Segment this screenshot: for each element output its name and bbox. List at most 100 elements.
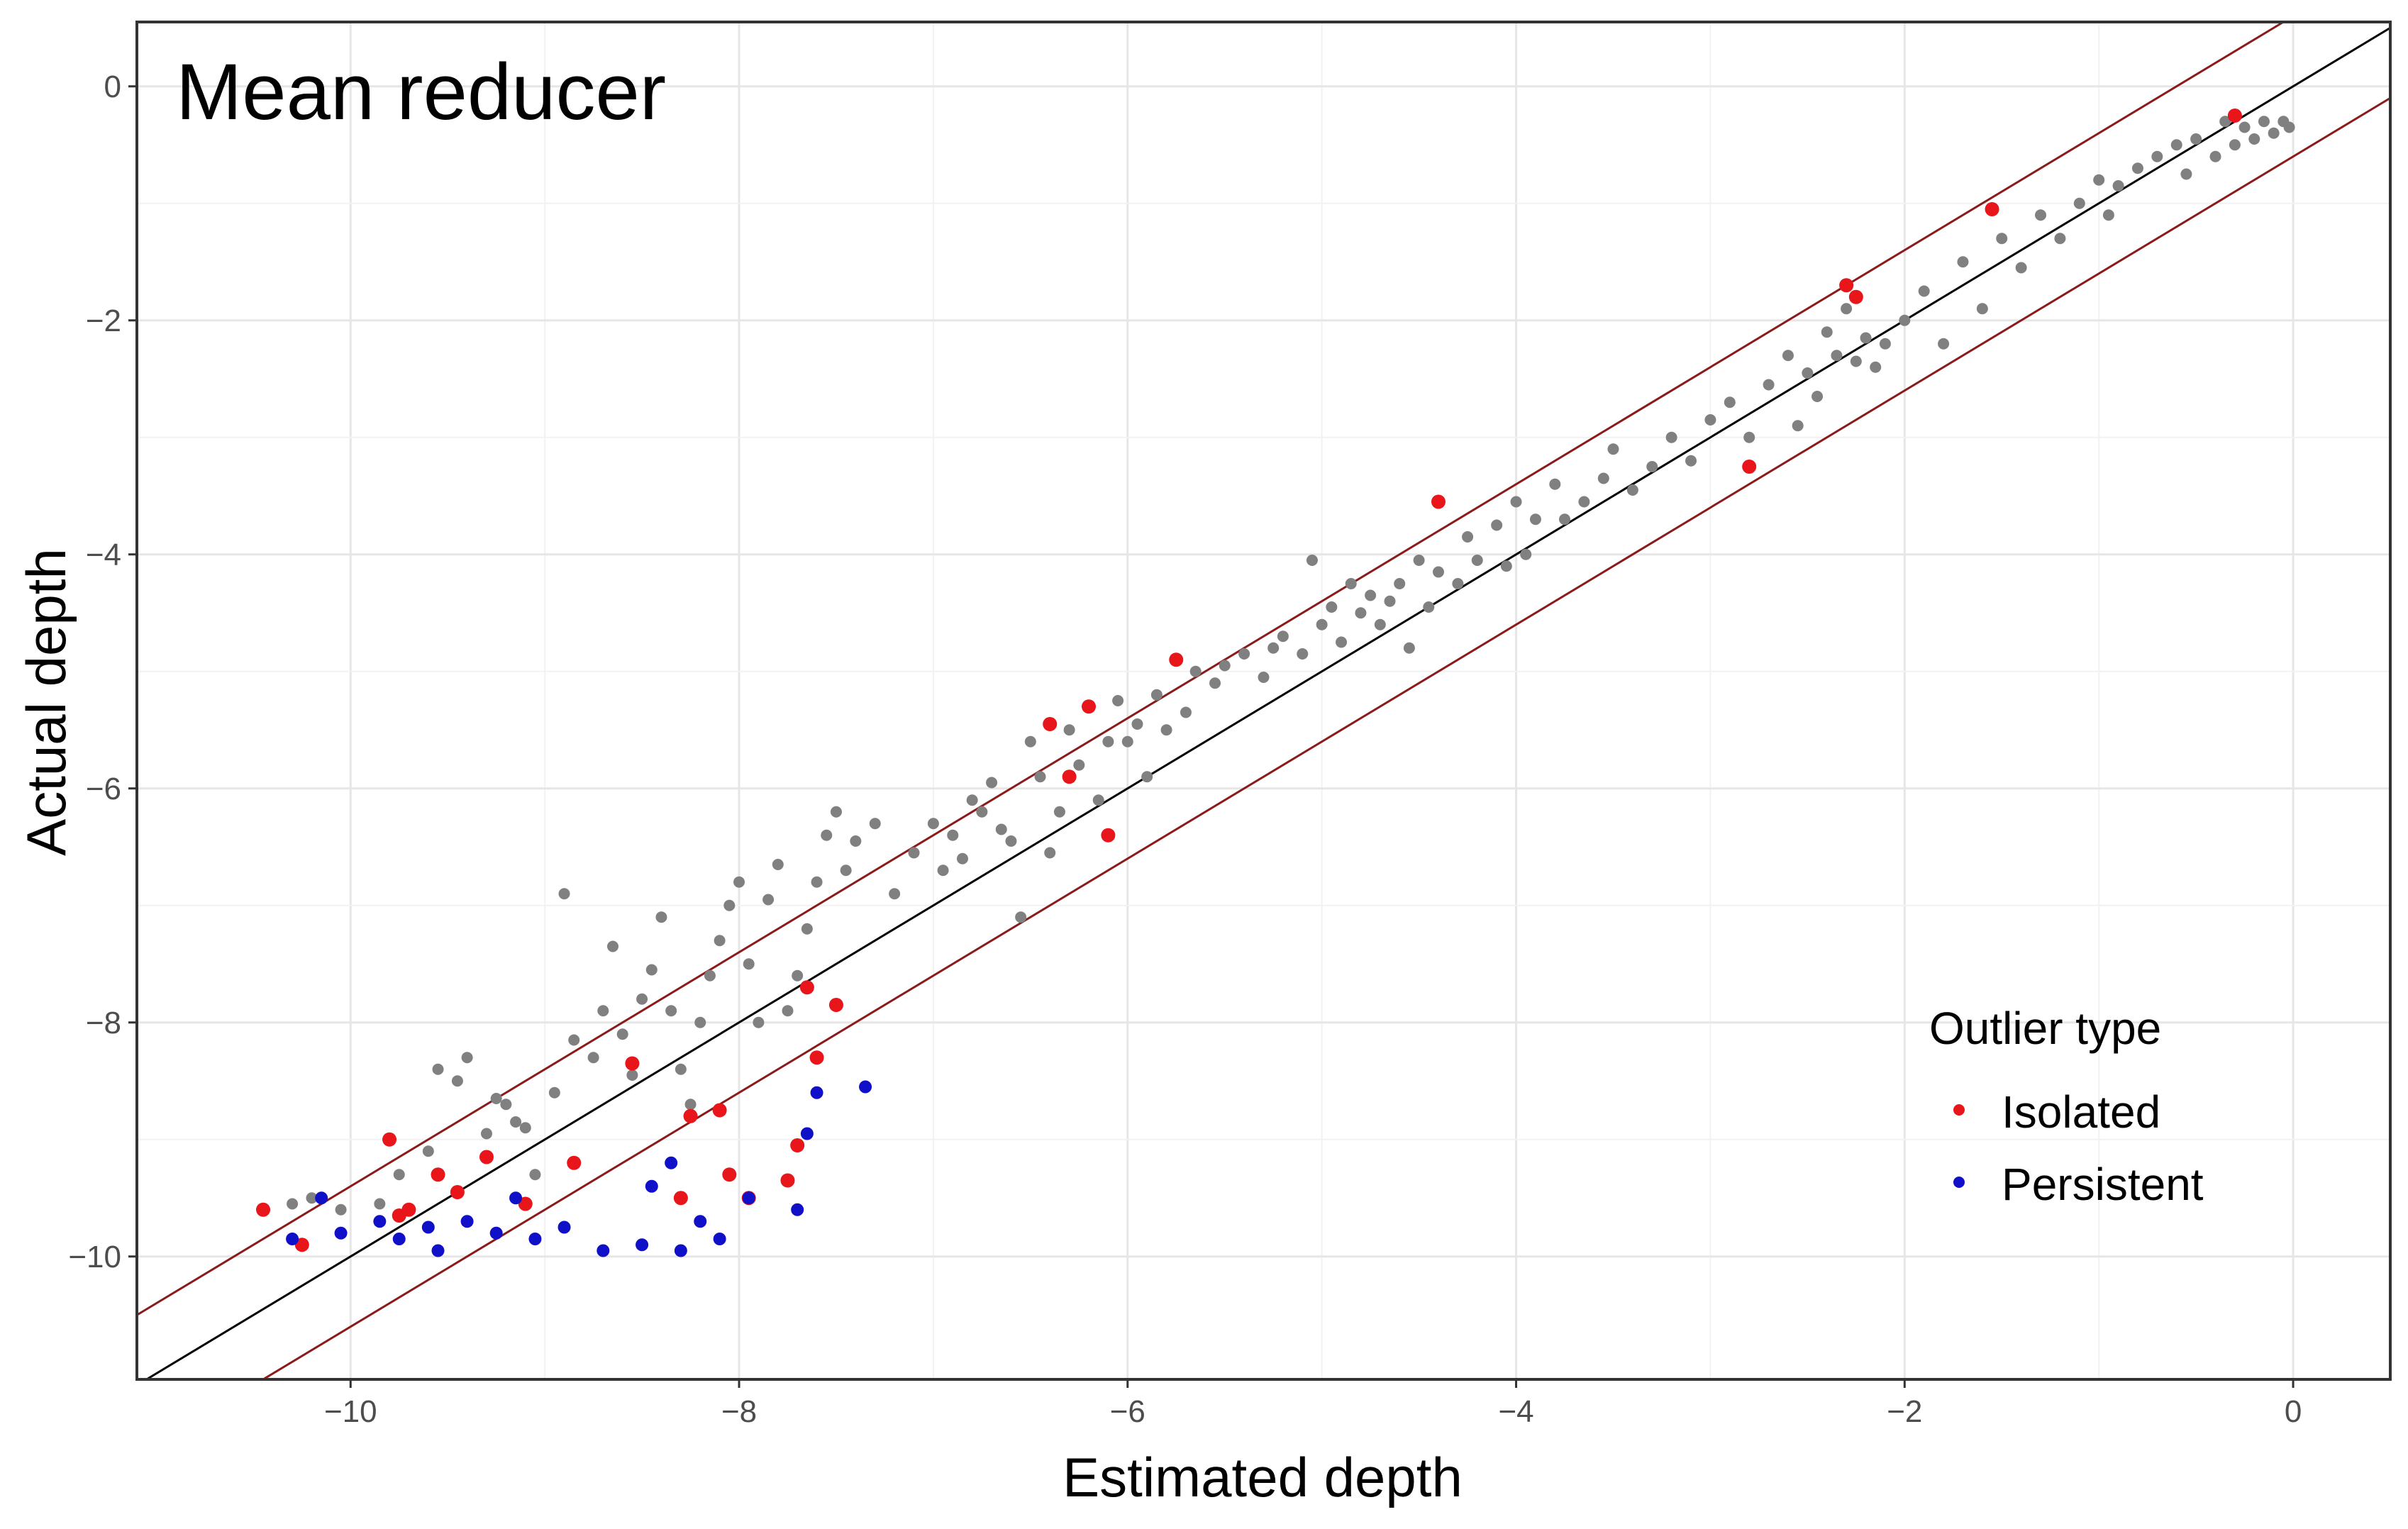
regular-point: [986, 777, 998, 789]
regular-point: [1267, 642, 1280, 654]
regular-point: [1665, 431, 1677, 443]
isolated-point: [1742, 460, 1757, 474]
tolerance-band-line: [136, 21, 2285, 1316]
regular-point: [1336, 636, 1348, 648]
regular-point: [947, 829, 959, 841]
regular-point: [1180, 706, 1192, 718]
regular-point: [1015, 911, 1027, 923]
regular-point: [1219, 660, 1231, 672]
regular-point: [801, 923, 813, 935]
regular-point: [1005, 835, 1017, 847]
regular-point: [1277, 630, 1289, 643]
regular-point: [1374, 618, 1386, 630]
regular-point: [510, 1116, 522, 1128]
regular-point: [1403, 642, 1415, 654]
regular-point: [956, 852, 968, 864]
regular-point: [1209, 677, 1221, 689]
regular-point: [393, 1169, 405, 1181]
regular-point: [1189, 665, 1202, 677]
regular-point: [995, 823, 1007, 835]
persistent-point: [460, 1215, 474, 1228]
regular-point: [1432, 566, 1444, 578]
regular-point: [2102, 209, 2114, 221]
regular-point: [432, 1063, 444, 1075]
regular-point: [616, 1028, 628, 1040]
persistent-point: [859, 1080, 872, 1094]
regular-point: [889, 888, 901, 900]
regular-point: [1316, 618, 1328, 630]
regular-point: [1918, 285, 1930, 297]
regular-point: [762, 894, 775, 906]
regular-point: [908, 847, 920, 859]
isolated-point: [673, 1191, 688, 1206]
regular-point: [1510, 496, 1522, 508]
regular-point: [840, 864, 852, 877]
x-tick-label: −4: [1498, 1394, 1533, 1429]
regular-point: [733, 876, 745, 888]
persistent-point: [742, 1191, 755, 1205]
x-tick-label: 0: [2285, 1394, 2302, 1429]
regular-point: [1578, 496, 1590, 508]
persistent-point: [489, 1226, 503, 1240]
regular-point: [723, 899, 736, 911]
regular-point: [1462, 531, 1474, 543]
regular-point: [500, 1099, 512, 1111]
regular-point: [2190, 133, 2202, 145]
regular-point: [2283, 121, 2295, 133]
regular-point: [2180, 168, 2192, 180]
regular-point: [694, 1016, 706, 1028]
regular-point: [714, 935, 726, 947]
regular-point: [1626, 484, 1638, 496]
isolated-point: [2227, 109, 2242, 123]
regular-point: [2073, 197, 2085, 209]
regular-point: [1073, 759, 1085, 771]
persistent-point: [334, 1226, 348, 1240]
isolated-point: [567, 1155, 582, 1170]
regular-point: [1092, 794, 1104, 806]
regular-point: [2151, 150, 2163, 162]
persistent-point: [713, 1233, 726, 1245]
regular-point: [1160, 724, 1172, 736]
regular-point: [335, 1203, 347, 1216]
legend-key-isolated: [1953, 1104, 1965, 1116]
regular-point: [2170, 139, 2182, 151]
persistent-point: [597, 1244, 610, 1257]
isolated-point: [1431, 494, 1446, 509]
regular-point: [1258, 672, 1270, 683]
regular-point: [529, 1169, 541, 1181]
regular-point: [1297, 648, 1309, 660]
regular-point: [287, 1198, 299, 1210]
regular-point: [1976, 303, 1988, 315]
isolated-point: [722, 1167, 737, 1182]
legend-label-persistent: Persistent: [2002, 1159, 2204, 1210]
regular-point: [1491, 519, 1503, 531]
regular-point: [1034, 771, 1046, 783]
regular-point: [772, 859, 784, 870]
regular-point: [869, 818, 881, 830]
regular-point: [636, 993, 648, 1005]
regular-point: [792, 969, 804, 982]
isolated-point: [828, 998, 843, 1012]
regular-point: [306, 1192, 318, 1204]
persistent-point: [674, 1244, 687, 1257]
regular-point: [2238, 121, 2251, 133]
regular-point: [684, 1099, 697, 1111]
regular-point: [1452, 578, 1464, 589]
regular-point: [490, 1093, 502, 1104]
regular-point: [1860, 332, 1872, 344]
regular-point: [1821, 326, 1833, 338]
regular-point: [937, 864, 949, 877]
legend: Outlier type Isolated Persistent: [1929, 1003, 2204, 1210]
isolated-point: [294, 1238, 309, 1252]
regular-point: [1500, 560, 1512, 572]
regular-point: [1792, 420, 1804, 432]
regular-point: [1899, 314, 1911, 326]
tolerance-band-line: [262, 96, 2391, 1381]
regular-point: [2219, 116, 2231, 128]
regular-point: [1559, 513, 1571, 526]
regular-point: [927, 818, 939, 830]
isolated-point: [256, 1202, 271, 1217]
data-points: [256, 109, 2295, 1257]
regular-point: [1471, 555, 1483, 566]
regular-point: [1870, 361, 1882, 373]
